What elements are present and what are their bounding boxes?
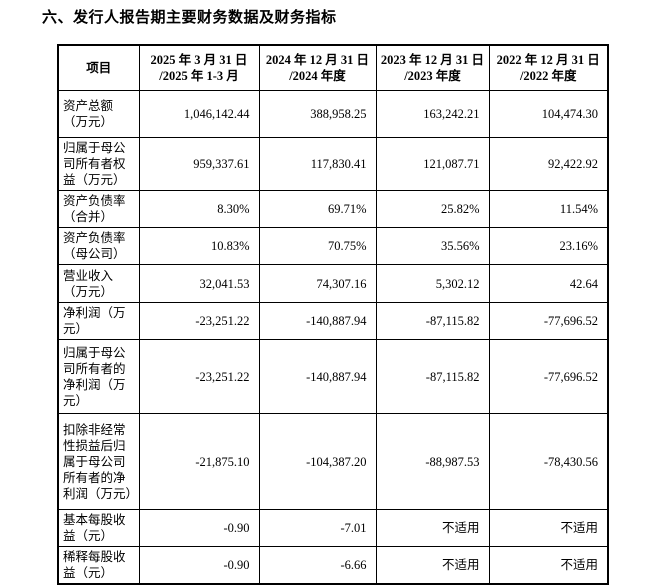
value-cell: 388,958.25 — [258, 90, 377, 138]
value-cell: -140,887.94 — [258, 339, 377, 414]
value-cell: 23.16% — [488, 227, 609, 265]
col-header-period-4: 2022 年 12 月 31 日 /2022 年度 — [488, 44, 609, 91]
value-cell: -87,115.82 — [375, 302, 490, 340]
value-cell: 70.75% — [258, 227, 377, 265]
value-cell: 10.83% — [138, 227, 260, 265]
col-header-period-3: 2023 年 12 月 31 日 /2023 年度 — [375, 44, 490, 91]
table-row: 归属于母公司所有者的净利润（万元） -23,251.22 -140,887.94 -8… — [57, 339, 609, 414]
row-label: 净利润（万元） — [57, 302, 140, 340]
value-cell: -0.90 — [138, 509, 260, 547]
table-row: 资产总额（万元） 1,046,142.44 388,958.25 163,242.21… — [57, 90, 609, 138]
row-label: 资产负债率（合并） — [57, 190, 140, 228]
value-cell: 104,474.30 — [488, 90, 609, 138]
value-cell: 163,242.21 — [375, 90, 490, 138]
value-cell: 不适用 — [375, 509, 490, 547]
financial-table: 项目 2025 年 3 月 31 日 /2025 年 1-3 月 2024 年 12… — [57, 44, 609, 585]
table-row: 资产负债率（合并） 8.30% 69.71% 25.82% 11.54% — [57, 190, 609, 228]
value-cell: 74,307.16 — [258, 264, 377, 303]
table-row: 归属于母公司所有者权益（万元） 959,337.61 117,830.41 121,0… — [57, 137, 609, 191]
row-label: 稀释每股收益（元） — [57, 546, 140, 585]
value-cell: 117,830.41 — [258, 137, 377, 191]
document-page: 六、发行人报告期主要财务数据及财务指标 项目 2025 年 3 月 31 日 /2… — [42, 9, 609, 585]
table-body: 资产总额（万元） 1,046,142.44 388,958.25 163,242.21… — [57, 90, 609, 585]
table-header-row: 项目 2025 年 3 月 31 日 /2025 年 1-3 月 2024 年 12… — [57, 44, 609, 91]
table-header: 项目 2025 年 3 月 31 日 /2025 年 1-3 月 2024 年 12… — [57, 44, 609, 91]
value-cell: -77,696.52 — [488, 302, 609, 340]
value-cell: 35.56% — [375, 227, 490, 265]
value-cell: -88,987.53 — [375, 413, 490, 510]
section-title: 六、发行人报告期主要财务数据及财务指标 — [42, 9, 337, 26]
value-cell: -77,696.52 — [488, 339, 609, 414]
value-cell: -21,875.10 — [138, 413, 260, 510]
table-row: 扣除非经常性损益后归属于母公司所有者的净利润（万元） -21,875.10 -104… — [57, 413, 609, 510]
row-label: 资产负债率（母公司） — [57, 227, 140, 265]
value-cell: 42.64 — [488, 264, 609, 303]
value-cell: -23,251.22 — [138, 339, 260, 414]
value-cell: -7.01 — [258, 509, 377, 547]
value-cell: 5,302.12 — [375, 264, 490, 303]
value-cell: -104,387.20 — [258, 413, 377, 510]
value-cell: 121,087.71 — [375, 137, 490, 191]
value-cell: -6.66 — [258, 546, 377, 585]
row-label: 基本每股收益（元） — [57, 509, 140, 547]
value-cell: 32,041.53 — [138, 264, 260, 303]
row-label: 资产总额（万元） — [57, 90, 140, 138]
value-cell: 1,046,142.44 — [138, 90, 260, 138]
value-cell: 92,422.92 — [488, 137, 609, 191]
value-cell: 25.82% — [375, 190, 490, 228]
value-cell: 不适用 — [488, 509, 609, 547]
row-label: 归属于母公司所有者的净利润（万元） — [57, 339, 140, 414]
table-row: 稀释每股收益（元） -0.90 -6.66 不适用 不适用 — [57, 546, 609, 585]
row-label: 归属于母公司所有者权益（万元） — [57, 137, 140, 191]
table-row: 营业收入（万元） 32,041.53 74,307.16 5,302.12 42.64 — [57, 264, 609, 303]
col-header-period-1: 2025 年 3 月 31 日 /2025 年 1-3 月 — [138, 44, 260, 91]
value-cell: 959,337.61 — [138, 137, 260, 191]
value-cell: 11.54% — [488, 190, 609, 228]
page: { "title": "六、发行人报告期主要财务数据及财务指标", "color… — [42, 9, 609, 585]
table-row: 基本每股收益（元） -0.90 -7.01 不适用 不适用 — [57, 509, 609, 547]
value-cell: -78,430.56 — [488, 413, 609, 510]
value-cell: 不适用 — [488, 546, 609, 585]
row-label: 扣除非经常性损益后归属于母公司所有者的净利润（万元） — [57, 413, 140, 510]
col-header-period-2: 2024 年 12 月 31 日 /2024 年度 — [258, 44, 377, 91]
value-cell: 不适用 — [375, 546, 490, 585]
table-row: 净利润（万元） -23,251.22 -140,887.94 -87,115.82 -7… — [57, 302, 609, 340]
value-cell: -23,251.22 — [138, 302, 260, 340]
value-cell: -140,887.94 — [258, 302, 377, 340]
row-label: 营业收入（万元） — [57, 264, 140, 303]
value-cell: -0.90 — [138, 546, 260, 585]
table-row: 资产负债率（母公司） 10.83% 70.75% 35.56% 23.16% — [57, 227, 609, 265]
value-cell: 69.71% — [258, 190, 377, 228]
value-cell: 8.30% — [138, 190, 260, 228]
col-header-item: 项目 — [57, 44, 140, 91]
value-cell: -87,115.82 — [375, 339, 490, 414]
